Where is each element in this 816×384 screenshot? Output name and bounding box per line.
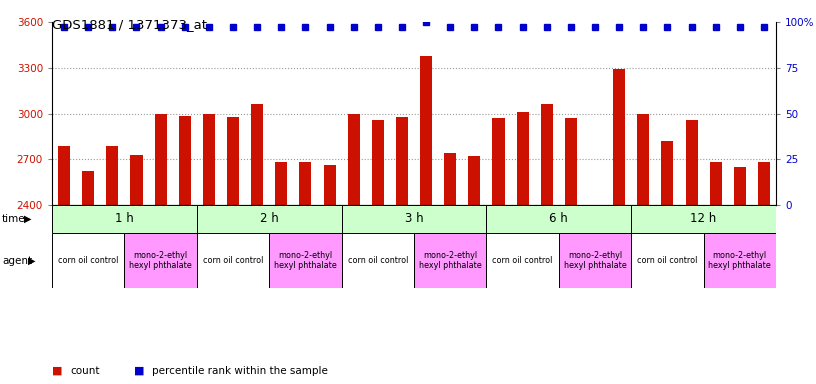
Bar xyxy=(632,205,776,233)
Bar xyxy=(275,162,287,205)
Text: corn oil control: corn oil control xyxy=(203,256,264,265)
Bar xyxy=(468,156,481,205)
Text: mono-2-ethyl
hexyl phthalate: mono-2-ethyl hexyl phthalate xyxy=(564,251,627,270)
Bar xyxy=(637,114,650,205)
Bar xyxy=(227,117,239,205)
Bar xyxy=(517,112,529,205)
Bar xyxy=(589,205,601,207)
Bar xyxy=(52,233,124,288)
Bar xyxy=(565,118,577,205)
Text: mono-2-ethyl
hexyl phthalate: mono-2-ethyl hexyl phthalate xyxy=(419,251,481,270)
Bar xyxy=(179,116,191,205)
Bar xyxy=(613,69,625,205)
Bar xyxy=(559,233,632,288)
Bar xyxy=(444,153,456,205)
Bar xyxy=(82,171,94,205)
Text: 2 h: 2 h xyxy=(259,212,278,225)
Bar xyxy=(685,119,698,205)
Bar xyxy=(486,233,559,288)
Bar xyxy=(197,233,269,288)
Text: 1 h: 1 h xyxy=(115,212,134,225)
Text: mono-2-ethyl
hexyl phthalate: mono-2-ethyl hexyl phthalate xyxy=(129,251,192,270)
Text: mono-2-ethyl
hexyl phthalate: mono-2-ethyl hexyl phthalate xyxy=(274,251,337,270)
Bar xyxy=(734,167,746,205)
Bar xyxy=(486,205,632,233)
Bar xyxy=(541,104,552,205)
Bar xyxy=(323,166,335,205)
Bar xyxy=(197,205,342,233)
Text: corn oil control: corn oil control xyxy=(348,256,408,265)
Text: 12 h: 12 h xyxy=(690,212,716,225)
Text: ▶: ▶ xyxy=(28,255,36,265)
Text: ▶: ▶ xyxy=(24,214,32,224)
Text: count: count xyxy=(70,366,100,376)
Bar xyxy=(342,205,486,233)
Bar xyxy=(52,205,197,233)
Text: mono-2-ethyl
hexyl phthalate: mono-2-ethyl hexyl phthalate xyxy=(708,251,771,270)
Bar xyxy=(492,118,504,205)
Bar xyxy=(299,162,312,205)
Bar xyxy=(251,104,264,205)
Text: corn oil control: corn oil control xyxy=(637,256,698,265)
Bar xyxy=(348,114,360,205)
Text: agent: agent xyxy=(2,255,32,265)
Bar xyxy=(154,114,166,205)
Text: 3 h: 3 h xyxy=(405,212,424,225)
Bar xyxy=(661,141,673,205)
Bar xyxy=(632,233,703,288)
Bar xyxy=(396,117,408,205)
Text: ■: ■ xyxy=(52,366,63,376)
Text: corn oil control: corn oil control xyxy=(492,256,552,265)
Bar xyxy=(758,162,770,205)
Bar xyxy=(414,233,486,288)
Bar xyxy=(58,146,70,205)
Bar xyxy=(106,146,118,205)
Bar xyxy=(342,233,414,288)
Bar xyxy=(372,119,384,205)
Text: corn oil control: corn oil control xyxy=(58,256,118,265)
Text: time: time xyxy=(2,214,25,224)
Bar xyxy=(269,233,342,288)
Text: 6 h: 6 h xyxy=(549,212,568,225)
Bar xyxy=(124,233,197,288)
Text: ■: ■ xyxy=(134,366,144,376)
Bar xyxy=(703,233,776,288)
Text: GDS1881 / 1371373_at: GDS1881 / 1371373_at xyxy=(52,18,207,31)
Text: percentile rank within the sample: percentile rank within the sample xyxy=(152,366,327,376)
Bar xyxy=(203,114,215,205)
Bar xyxy=(710,162,721,205)
Bar xyxy=(131,155,143,205)
Bar xyxy=(420,56,432,205)
